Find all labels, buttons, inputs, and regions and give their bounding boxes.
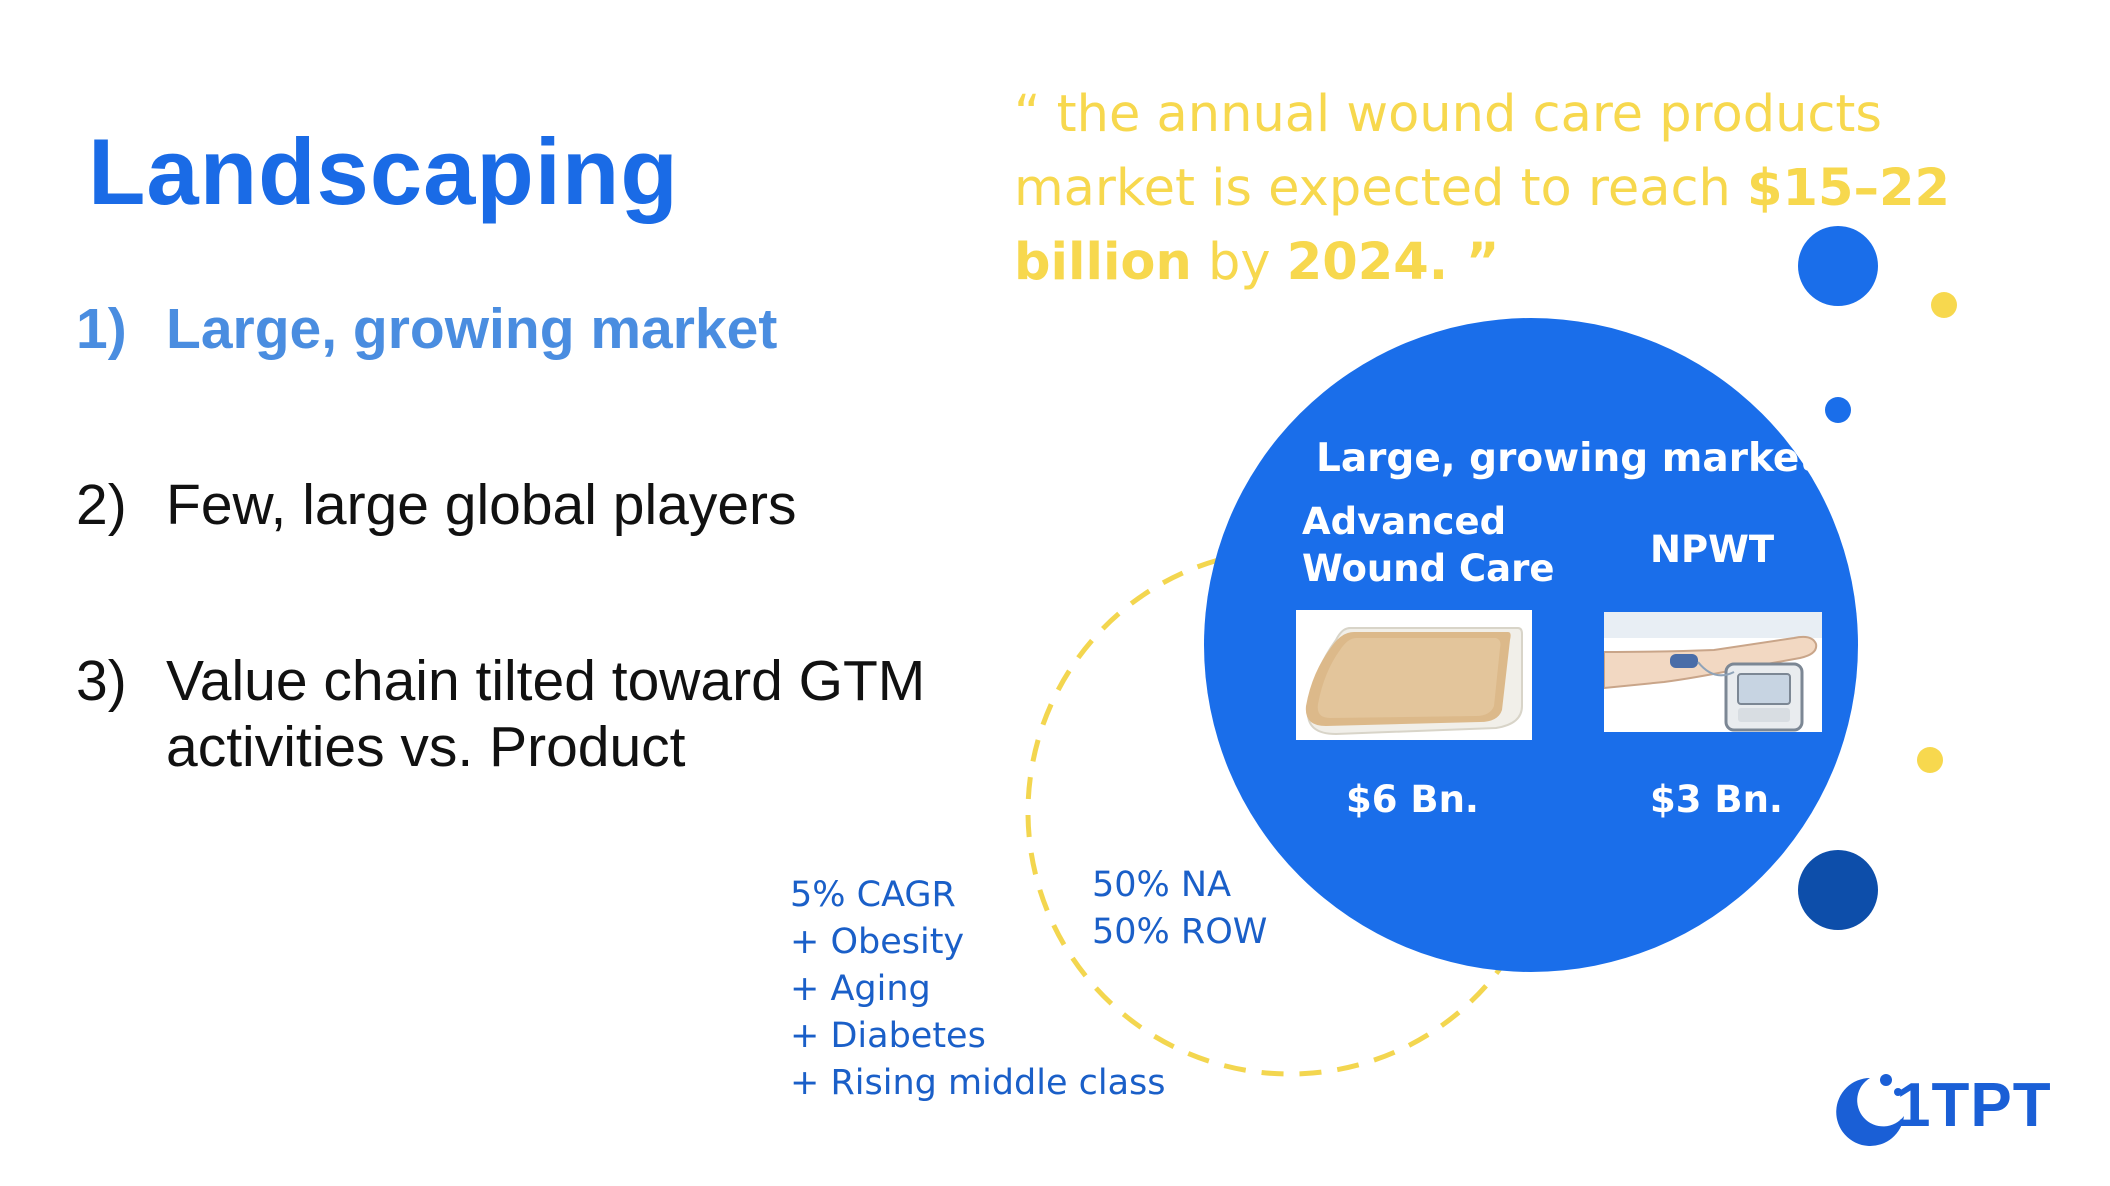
growth-drivers-list: 5% CAGR + Obesity + Aging + Diabetes + R… xyxy=(790,872,1166,1107)
npwt-label: NPWT xyxy=(1650,528,1775,571)
quote-year: 2024. xyxy=(1286,233,1449,292)
yellow-dot-mid xyxy=(1917,747,1943,773)
advanced-wound-care-label: Advanced Wound Care xyxy=(1302,498,1554,592)
npwt-device-image xyxy=(1604,612,1822,732)
list-item: + Obesity xyxy=(790,922,965,962)
blue-dot-small xyxy=(1825,397,1851,423)
point-2: 2) Few, large global players xyxy=(76,472,797,538)
company-logo-text: 1TPT xyxy=(1896,1071,2052,1140)
point-number: 3) xyxy=(76,649,127,713)
label-line-1: Advanced xyxy=(1302,500,1507,543)
crescent-logo-icon xyxy=(1836,1074,1904,1146)
point-number: 2) xyxy=(76,473,127,537)
dark-blue-dot xyxy=(1798,850,1878,930)
point-text-line-1: Value chain tilted toward GTM xyxy=(166,649,926,713)
market-quote: “ the annual wound care products market … xyxy=(1014,78,1994,300)
label-line-2: Wound Care xyxy=(1302,547,1555,590)
advanced-wound-care-value: $6 Bn. xyxy=(1346,778,1479,821)
point-1: 1) Large, growing market xyxy=(76,296,777,362)
point-3: 3) Value chain tilted toward GTM activitie… xyxy=(76,648,925,780)
circle-heading: Large, growing market xyxy=(1316,436,1818,481)
wound-dressing-image xyxy=(1296,610,1532,740)
region-split: 50% NA 50% ROW xyxy=(1092,862,1267,956)
point-number: 1) xyxy=(76,297,127,361)
quote-amount: $15–22 billion xyxy=(1014,159,1950,292)
npwt-value: $3 Bn. xyxy=(1650,778,1783,821)
list-item: 50% NA xyxy=(1092,865,1232,905)
yellow-dot-top xyxy=(1931,292,1957,318)
point-text: Few, large global players xyxy=(166,473,797,537)
point-text: Value chain tilted toward GTM activities … xyxy=(166,648,925,780)
quote-close: ” xyxy=(1448,233,1500,292)
quote-part-2: by xyxy=(1191,233,1287,292)
list-item: + Aging xyxy=(790,969,931,1009)
slide-title: Landscaping xyxy=(88,119,679,224)
blue-dot-large xyxy=(1798,226,1878,306)
quote-part-1: “ the annual wound care products market … xyxy=(1014,85,1882,218)
list-item: + Rising middle class xyxy=(790,1063,1166,1103)
point-text-line-2: activities vs. Product xyxy=(166,715,686,779)
list-item: 5% CAGR xyxy=(790,875,956,915)
list-item: + Diabetes xyxy=(790,1016,986,1056)
point-text: Large, growing market xyxy=(166,297,778,361)
list-item: 50% ROW xyxy=(1092,912,1268,952)
